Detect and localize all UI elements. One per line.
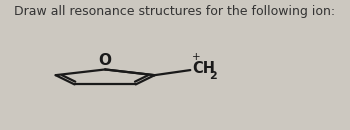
Text: +: + [192,52,201,62]
Text: O: O [99,53,112,68]
Text: 2: 2 [209,71,217,81]
Text: Draw all resonance structures for the following ion:: Draw all resonance structures for the fo… [14,5,336,18]
Text: CH: CH [192,61,215,76]
